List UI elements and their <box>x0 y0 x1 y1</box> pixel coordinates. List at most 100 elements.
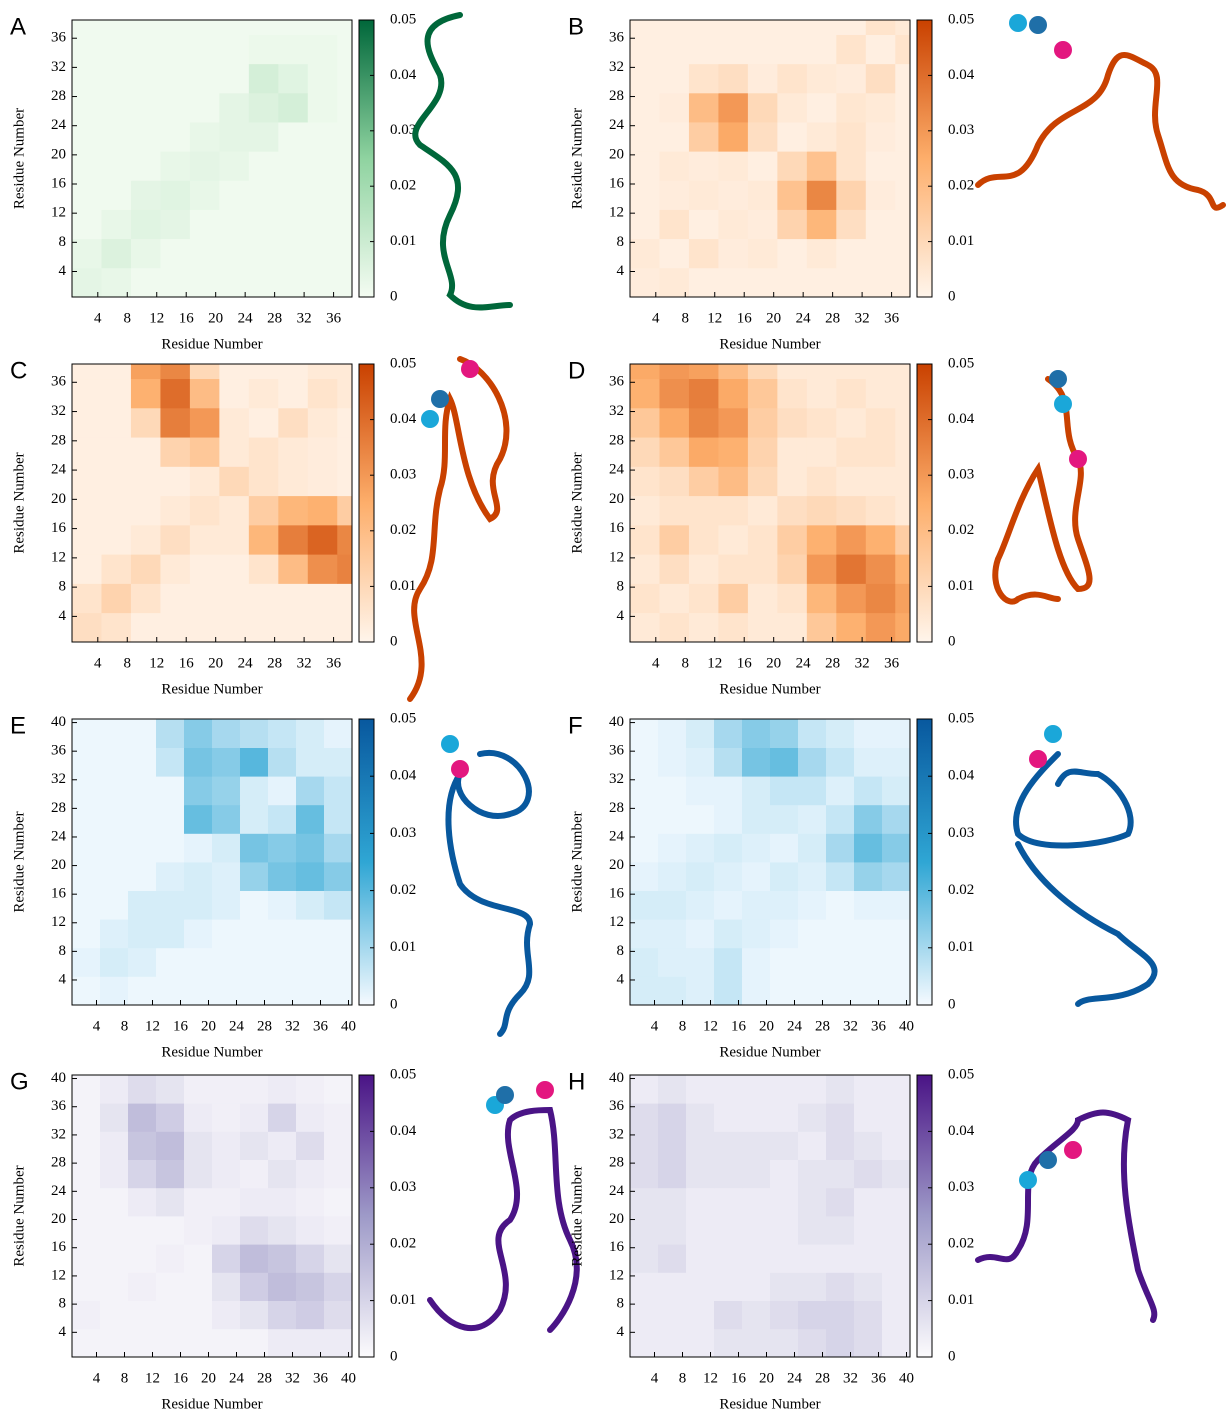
y-tick-label: 16 <box>609 175 625 191</box>
panel: 4 8 12 16 20 24 28 32 36 4 8 12 16 20 24 28 32 36 Residue … <box>10 355 510 702</box>
heat-cell <box>240 890 269 920</box>
heat-cell <box>307 407 338 438</box>
heat-cell <box>742 1300 771 1330</box>
heat-cell <box>882 947 911 977</box>
heat-cell <box>770 1159 799 1189</box>
heat-cell <box>798 919 827 949</box>
heat-cell <box>806 554 837 584</box>
heat-cell <box>630 1328 659 1358</box>
panel-letter: E <box>10 712 26 739</box>
colorbar-tick-label: 0.03 <box>390 1179 416 1195</box>
heat-cell <box>718 267 749 298</box>
heat-cell <box>895 63 911 94</box>
heat-cell <box>156 1159 185 1189</box>
x-tick-label: 36 <box>326 310 342 326</box>
heat-cell <box>72 1328 101 1358</box>
heat-cell <box>630 1159 659 1189</box>
heat-cell <box>324 1328 353 1358</box>
heat-cell <box>337 364 353 380</box>
colorbar <box>916 718 933 1006</box>
heat-cell <box>184 890 213 920</box>
y-tick-label: 24 <box>51 828 67 844</box>
heat-cell <box>72 20 102 35</box>
ribbon-path <box>427 1106 580 1333</box>
heat-cell <box>798 1244 827 1273</box>
heat-cell <box>882 1159 911 1189</box>
heat-cell <box>777 378 808 409</box>
heat-cell <box>688 267 719 298</box>
heat-cell <box>72 1187 101 1217</box>
y-tick-label: 12 <box>51 205 66 221</box>
heat-cell <box>324 1216 353 1245</box>
heat-cell <box>798 1075 827 1104</box>
heat-cell <box>688 92 719 123</box>
heat-cell <box>806 407 837 438</box>
heat-cell <box>777 524 808 555</box>
heat-cell <box>659 524 690 555</box>
y-tick-label: 40 <box>609 714 624 730</box>
colorbar-tick-label: 0.05 <box>390 1066 416 1082</box>
heat-cell <box>324 776 353 806</box>
heat-cell <box>268 1075 297 1104</box>
heat-cell <box>296 919 325 949</box>
y-tick-label: 4 <box>617 263 625 279</box>
heat-cell <box>630 20 660 35</box>
heat-cell <box>688 20 719 35</box>
heat-cell <box>128 747 157 777</box>
heat-cell <box>718 437 749 467</box>
y-tick-label: 24 <box>51 462 67 478</box>
heat-cell <box>296 890 325 920</box>
heat-cell <box>324 1103 353 1132</box>
heat-cell <box>777 364 808 380</box>
heat-cell <box>189 378 220 409</box>
heat-cell <box>72 862 101 891</box>
x-tick-label: 8 <box>124 655 132 671</box>
x-tick-label: 4 <box>93 1370 101 1386</box>
heat-cell <box>658 747 687 777</box>
heat-cell <box>307 180 338 210</box>
heat-cell <box>742 719 771 748</box>
y-tick-label: 16 <box>51 886 67 902</box>
x-tick-label: 28 <box>267 310 282 326</box>
heat-cell <box>798 947 827 977</box>
x-tick-label: 32 <box>855 655 870 671</box>
colorbar-tick-label: 0 <box>390 1348 398 1364</box>
colorbar-tick-label: 0.01 <box>390 939 416 955</box>
heat-cell <box>854 747 883 777</box>
heat-cell <box>826 1075 855 1104</box>
heat-cell <box>742 1244 771 1273</box>
heat-cell <box>882 862 911 891</box>
heat-cell <box>296 804 325 834</box>
heat-cell <box>747 209 778 240</box>
x-tick-label: 28 <box>257 1018 272 1034</box>
heat-cell <box>130 267 161 298</box>
heat-cell <box>307 554 338 584</box>
heat-cell <box>240 1328 269 1358</box>
heat-cell <box>630 1244 659 1273</box>
heat-cell <box>240 947 269 977</box>
heat-cell <box>798 719 827 748</box>
heat-cell <box>219 524 250 555</box>
residue-sphere <box>496 1086 514 1104</box>
heat-cell <box>688 63 719 94</box>
heat-cell <box>747 180 778 210</box>
heat-cell <box>658 1328 687 1358</box>
heat-cell <box>189 267 220 298</box>
heat-cell <box>826 976 855 1006</box>
heat-cell <box>777 180 808 210</box>
heat-cell <box>324 1300 353 1330</box>
heat-cell <box>296 1159 325 1189</box>
heat-cell <box>248 495 279 526</box>
heat-cell <box>130 524 161 555</box>
x-tick-label: 20 <box>766 655 781 671</box>
colorbar-tick-label: 0.03 <box>390 825 416 841</box>
heat-cell <box>324 833 353 863</box>
heat-cell <box>659 583 690 614</box>
heat-cell <box>630 238 660 269</box>
heat-cell <box>865 612 896 643</box>
heat-cell <box>718 407 749 438</box>
x-tick-label: 4 <box>94 655 102 671</box>
heat-cell <box>278 209 309 240</box>
heat-cell <box>184 1300 213 1330</box>
heat-cell <box>895 238 911 269</box>
